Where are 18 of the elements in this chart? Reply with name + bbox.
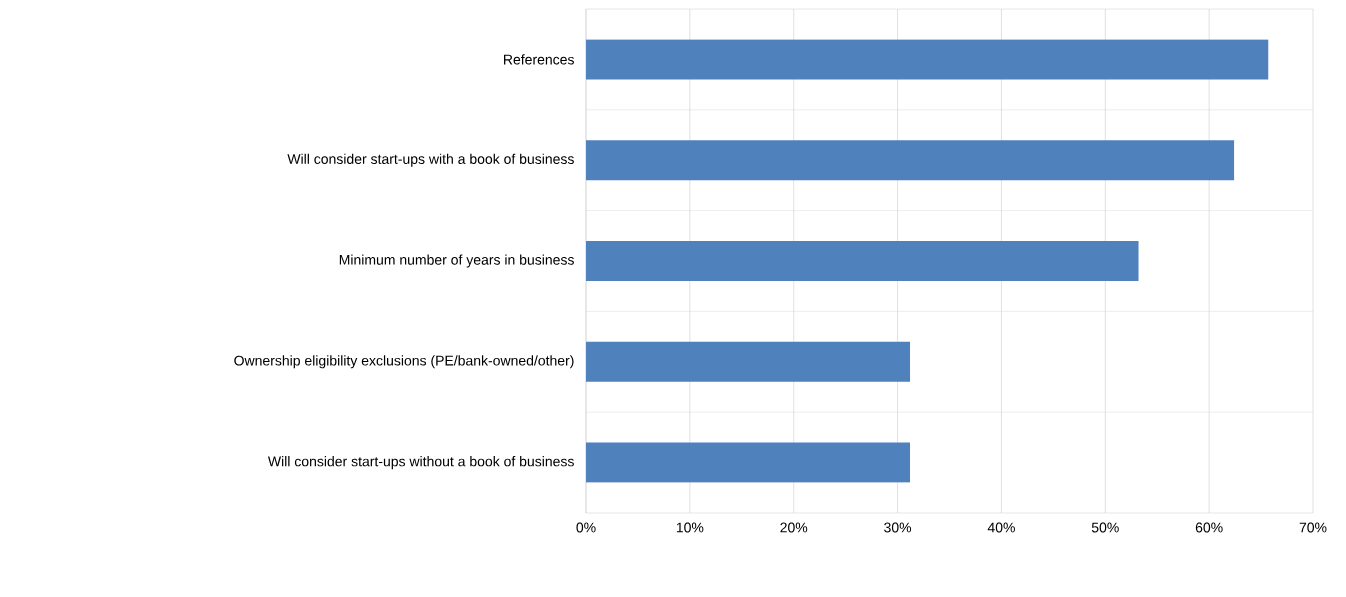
y-tick-label: References: [504, 54, 574, 65]
x-tick-label: 10%: [676, 522, 704, 533]
x-tick-label: 60%: [1195, 522, 1223, 533]
y-tick-label: Will consider start-ups with a book of business: [287, 153, 574, 167]
bar: [586, 341, 911, 382]
bar: [586, 241, 1139, 281]
x-tick-label: 0%: [576, 522, 596, 533]
bar: [586, 140, 1235, 181]
bar: [586, 39, 1269, 80]
x-tick-label: 20%: [780, 522, 808, 533]
x-tick-label: 40%: [987, 522, 1015, 533]
bar: [586, 442, 911, 483]
y-tick-label: Ownership eligibility exclusions (PE/bank-owned/other): [234, 355, 574, 369]
y-tick-label: Minimum number of years in business: [339, 254, 574, 268]
x-tick-label: 70%: [1299, 522, 1327, 533]
x-tick-label: 50%: [1091, 522, 1119, 533]
x-tick-label: 30%: [884, 522, 912, 533]
y-tick-label: Will consider start-ups without a book of business: [267, 456, 574, 470]
